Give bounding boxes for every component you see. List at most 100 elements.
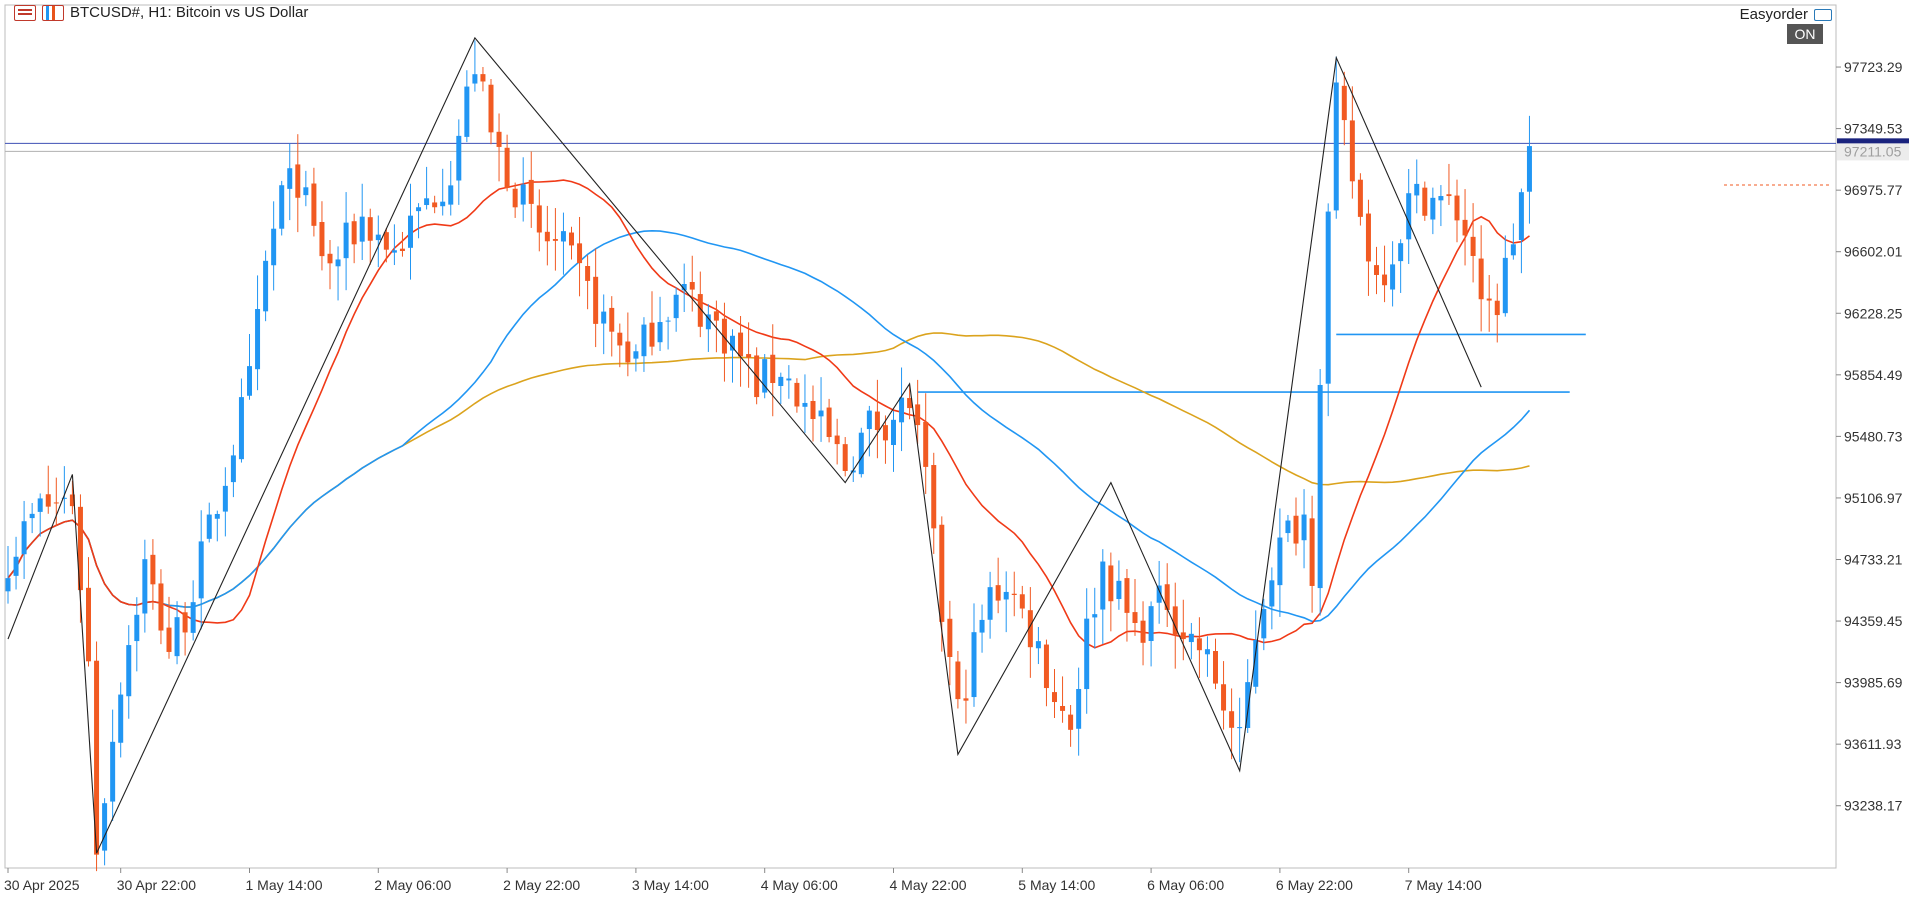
candle [1116, 560, 1122, 610]
candle [657, 296, 663, 351]
price-tick-label: 95854.49 [1844, 367, 1903, 383]
candle [778, 372, 784, 404]
candle-body [166, 627, 172, 652]
candle [512, 182, 518, 218]
candle [1084, 588, 1090, 714]
candle-body [842, 444, 848, 471]
candle [560, 212, 566, 275]
graduation-cap-icon[interactable] [1814, 8, 1832, 21]
candle [230, 444, 236, 498]
candle [375, 215, 381, 268]
candle-body [794, 382, 800, 407]
candle-body [1196, 638, 1202, 651]
candle-body [1349, 120, 1355, 182]
candle-body [947, 618, 953, 657]
menu-icon[interactable] [14, 4, 36, 21]
bid-price-label: 97211.05 [1844, 143, 1902, 159]
candle-body [424, 198, 430, 206]
candle-body [1446, 194, 1452, 197]
candle [1333, 56, 1339, 219]
price-tick-label: 97349.53 [1844, 121, 1903, 137]
candle [1043, 639, 1049, 707]
candle-body [641, 324, 647, 357]
candle [681, 263, 687, 312]
candle [899, 367, 905, 452]
candle [1140, 601, 1146, 666]
candle [577, 216, 583, 297]
candle [520, 157, 526, 222]
candle-body [577, 243, 583, 264]
candle-body [86, 587, 91, 662]
candle [971, 603, 977, 707]
candle [1446, 163, 1452, 205]
candle-body [939, 524, 945, 622]
candle-body [1293, 515, 1299, 544]
candle [1502, 235, 1508, 317]
candle [593, 248, 599, 348]
candle-body [1422, 187, 1428, 216]
time-tick-label: 30 Apr 22:00 [117, 877, 197, 893]
candle [238, 378, 244, 463]
chart-bars-icon[interactable] [42, 4, 64, 21]
candle [794, 378, 800, 413]
candle-body [351, 221, 357, 245]
candle [1124, 569, 1130, 642]
candle-body [222, 485, 228, 512]
candle [826, 398, 832, 443]
candle [713, 300, 719, 353]
candle [1390, 241, 1396, 307]
candle-body [915, 404, 921, 426]
candle [496, 113, 502, 182]
candle [343, 192, 349, 291]
candle [1068, 704, 1074, 747]
candle-body [1494, 300, 1500, 316]
candle [279, 180, 285, 236]
candle-body [45, 494, 51, 507]
candle [1164, 563, 1170, 628]
candle [1261, 598, 1267, 651]
zigzag-line [7, 36, 1482, 854]
candle-body [190, 602, 196, 633]
candle-body [1269, 580, 1275, 607]
candle-body [1060, 705, 1066, 711]
moving-average-100 [7, 332, 1530, 608]
candle-body [673, 294, 679, 319]
candle [190, 580, 196, 641]
candle [1478, 225, 1484, 332]
time-tick-label: 30 Apr 2025 [4, 877, 80, 893]
candle [987, 571, 993, 639]
candle-body [271, 228, 277, 266]
candle-body [13, 556, 19, 576]
candle [110, 709, 116, 821]
candle [1108, 552, 1114, 632]
candle [1148, 601, 1154, 667]
autotrade-on-badge[interactable]: ON [1787, 24, 1823, 44]
candle-body [593, 276, 599, 324]
candle [359, 183, 365, 261]
price-tick-label: 93238.17 [1844, 798, 1903, 814]
candle-body [1164, 584, 1170, 610]
time-tick-label: 6 May 06:00 [1147, 877, 1224, 893]
candle-body [61, 497, 67, 499]
candle [5, 546, 11, 604]
candle [448, 160, 454, 216]
candle [1349, 86, 1355, 199]
candle [665, 316, 671, 350]
candle-body [1518, 192, 1524, 241]
candle [142, 539, 148, 633]
candle-body [206, 514, 212, 539]
candle-body [1341, 85, 1347, 121]
candle [480, 66, 486, 92]
candle-body [1188, 633, 1194, 643]
candle [738, 316, 744, 387]
candle-body [721, 318, 727, 354]
candle-body [416, 207, 422, 212]
candle-body [1390, 264, 1396, 290]
candle-body [383, 232, 389, 250]
candle [464, 70, 470, 143]
time-tick-label: 5 May 14:00 [1018, 877, 1095, 893]
candle [271, 201, 277, 291]
candle-body [182, 612, 188, 633]
